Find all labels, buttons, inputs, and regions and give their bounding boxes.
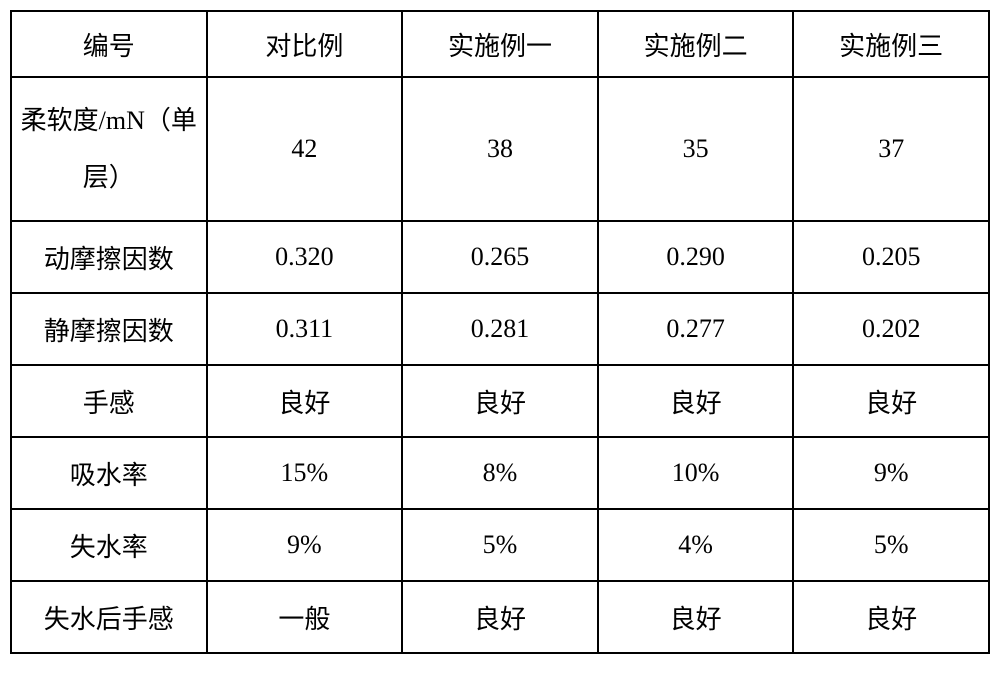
row-cell: 4% <box>598 509 794 581</box>
row-cell: 0.281 <box>402 293 598 365</box>
table-row: 动摩擦因数 0.320 0.265 0.290 0.205 <box>11 221 989 293</box>
table-row: 失水后手感 一般 良好 良好 良好 <box>11 581 989 653</box>
row-label: 手感 <box>11 365 207 437</box>
row-cell: 15% <box>207 437 403 509</box>
table-row: 柔软度/mN（单层） 42 38 35 37 <box>11 77 989 221</box>
row-cell: 良好 <box>402 581 598 653</box>
header-cell-label: 编号 <box>11 11 207 77</box>
row-label: 失水后手感 <box>11 581 207 653</box>
header-cell-example1: 实施例一 <box>402 11 598 77</box>
table-row: 静摩擦因数 0.311 0.281 0.277 0.202 <box>11 293 989 365</box>
row-cell: 37 <box>793 77 989 221</box>
row-cell: 0.290 <box>598 221 794 293</box>
row-cell: 0.205 <box>793 221 989 293</box>
row-cell: 38 <box>402 77 598 221</box>
row-cell: 8% <box>402 437 598 509</box>
row-label: 柔软度/mN（单层） <box>11 77 207 221</box>
header-cell-example3: 实施例三 <box>793 11 989 77</box>
header-cell-comparison: 对比例 <box>207 11 403 77</box>
row-cell: 良好 <box>793 581 989 653</box>
row-cell: 良好 <box>402 365 598 437</box>
row-cell: 0.320 <box>207 221 403 293</box>
row-label: 动摩擦因数 <box>11 221 207 293</box>
row-cell: 良好 <box>207 365 403 437</box>
row-cell: 0.311 <box>207 293 403 365</box>
data-table-container: 编号 对比例 实施例一 实施例二 实施例三 柔软度/mN（单层） 42 38 3… <box>10 10 990 654</box>
row-cell: 35 <box>598 77 794 221</box>
table-row: 吸水率 15% 8% 10% 9% <box>11 437 989 509</box>
row-cell: 5% <box>793 509 989 581</box>
row-cell: 0.265 <box>402 221 598 293</box>
table-row: 失水率 9% 5% 4% 5% <box>11 509 989 581</box>
row-cell: 良好 <box>598 365 794 437</box>
row-cell: 一般 <box>207 581 403 653</box>
row-label: 静摩擦因数 <box>11 293 207 365</box>
row-cell: 9% <box>793 437 989 509</box>
row-cell: 9% <box>207 509 403 581</box>
row-cell: 0.277 <box>598 293 794 365</box>
row-cell: 5% <box>402 509 598 581</box>
row-label: 失水率 <box>11 509 207 581</box>
row-label: 吸水率 <box>11 437 207 509</box>
comparison-table: 编号 对比例 实施例一 实施例二 实施例三 柔软度/mN（单层） 42 38 3… <box>10 10 990 654</box>
table-row: 手感 良好 良好 良好 良好 <box>11 365 989 437</box>
row-cell: 42 <box>207 77 403 221</box>
row-cell: 良好 <box>793 365 989 437</box>
table-header-row: 编号 对比例 实施例一 实施例二 实施例三 <box>11 11 989 77</box>
row-cell: 10% <box>598 437 794 509</box>
row-cell: 0.202 <box>793 293 989 365</box>
header-cell-example2: 实施例二 <box>598 11 794 77</box>
row-cell: 良好 <box>598 581 794 653</box>
